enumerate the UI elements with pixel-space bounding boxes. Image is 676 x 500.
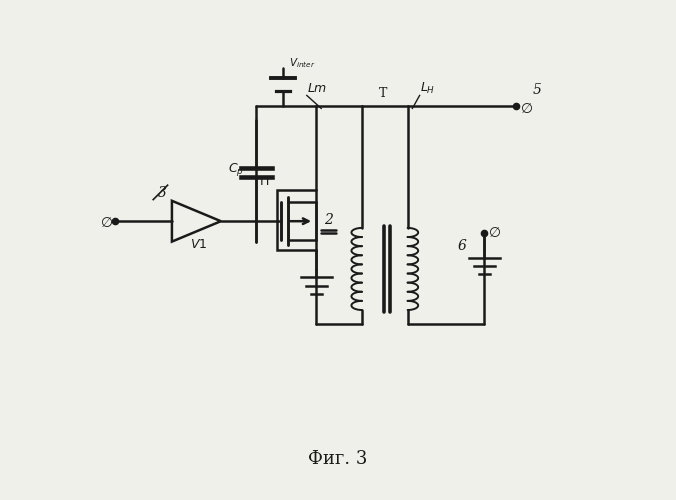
- Text: $C_p$: $C_p$: [228, 162, 243, 178]
- Text: 3: 3: [158, 186, 167, 200]
- Text: $V_{inter}$: $V_{inter}$: [289, 56, 316, 70]
- Text: 2: 2: [324, 212, 333, 226]
- Text: $\varnothing$: $\varnothing$: [101, 216, 114, 230]
- Text: $\varnothing$: $\varnothing$: [488, 226, 501, 240]
- Text: 5: 5: [533, 83, 541, 97]
- Text: $\varnothing$: $\varnothing$: [521, 102, 533, 116]
- Text: $V1$: $V1$: [190, 238, 208, 250]
- Text: $L_H$: $L_H$: [420, 80, 435, 96]
- Text: $\Pi$: $\Pi$: [259, 175, 269, 188]
- Text: T: T: [379, 88, 387, 101]
- Text: 6: 6: [458, 239, 467, 253]
- Text: Фиг. 3: Фиг. 3: [308, 450, 368, 468]
- Text: $Lm$: $Lm$: [307, 82, 327, 94]
